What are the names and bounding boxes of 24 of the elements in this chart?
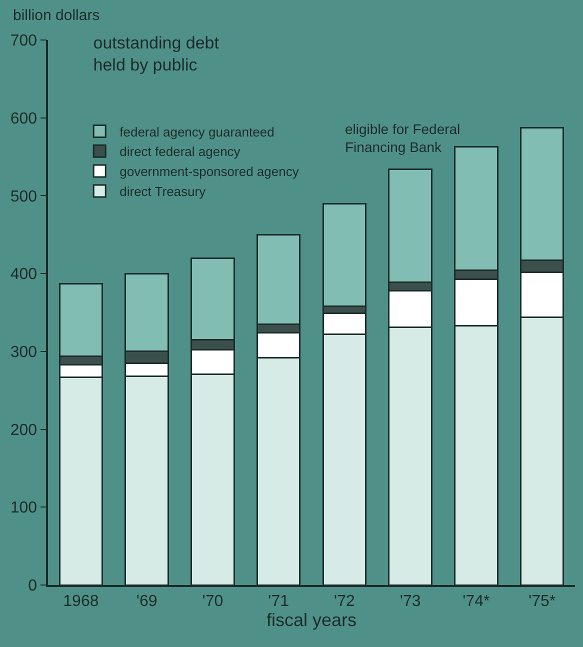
- x-tick-label: '69: [136, 592, 158, 610]
- y-tick-label: 100: [10, 500, 38, 517]
- legend-label: direct federal agency: [120, 144, 241, 160]
- x-tick-label: '74*: [462, 592, 490, 610]
- y-axis-title: billion dollars: [13, 7, 100, 24]
- annotation: eligible for Federal Financing Bank: [345, 121, 460, 156]
- x-tick-label: '75*: [528, 592, 556, 610]
- y-tick-label: 600: [10, 110, 38, 128]
- x-tick-label: 1968: [63, 592, 99, 610]
- y-tick-label: 200: [10, 422, 38, 439]
- x-tick-label: '73: [400, 592, 421, 610]
- x-tick-label: '70: [202, 592, 224, 610]
- y-tick-label: 0: [28, 578, 38, 595]
- y-tick-label: 700: [10, 32, 38, 50]
- y-tick-label: 300: [10, 344, 38, 362]
- legend-label: government-sponsored agency: [120, 164, 300, 180]
- y-tick-label: 500: [10, 188, 38, 206]
- x-tick-label: '71: [268, 592, 290, 610]
- x-tick-label: '72: [334, 592, 355, 610]
- legend-label: direct Treasury: [120, 184, 206, 200]
- y-tick-label: 400: [10, 266, 38, 284]
- chart-title: outstanding debt held by public: [93, 34, 220, 75]
- legend-label: federal agency guaranteed: [120, 124, 274, 140]
- x-axis-title: fiscal years: [266, 610, 357, 630]
